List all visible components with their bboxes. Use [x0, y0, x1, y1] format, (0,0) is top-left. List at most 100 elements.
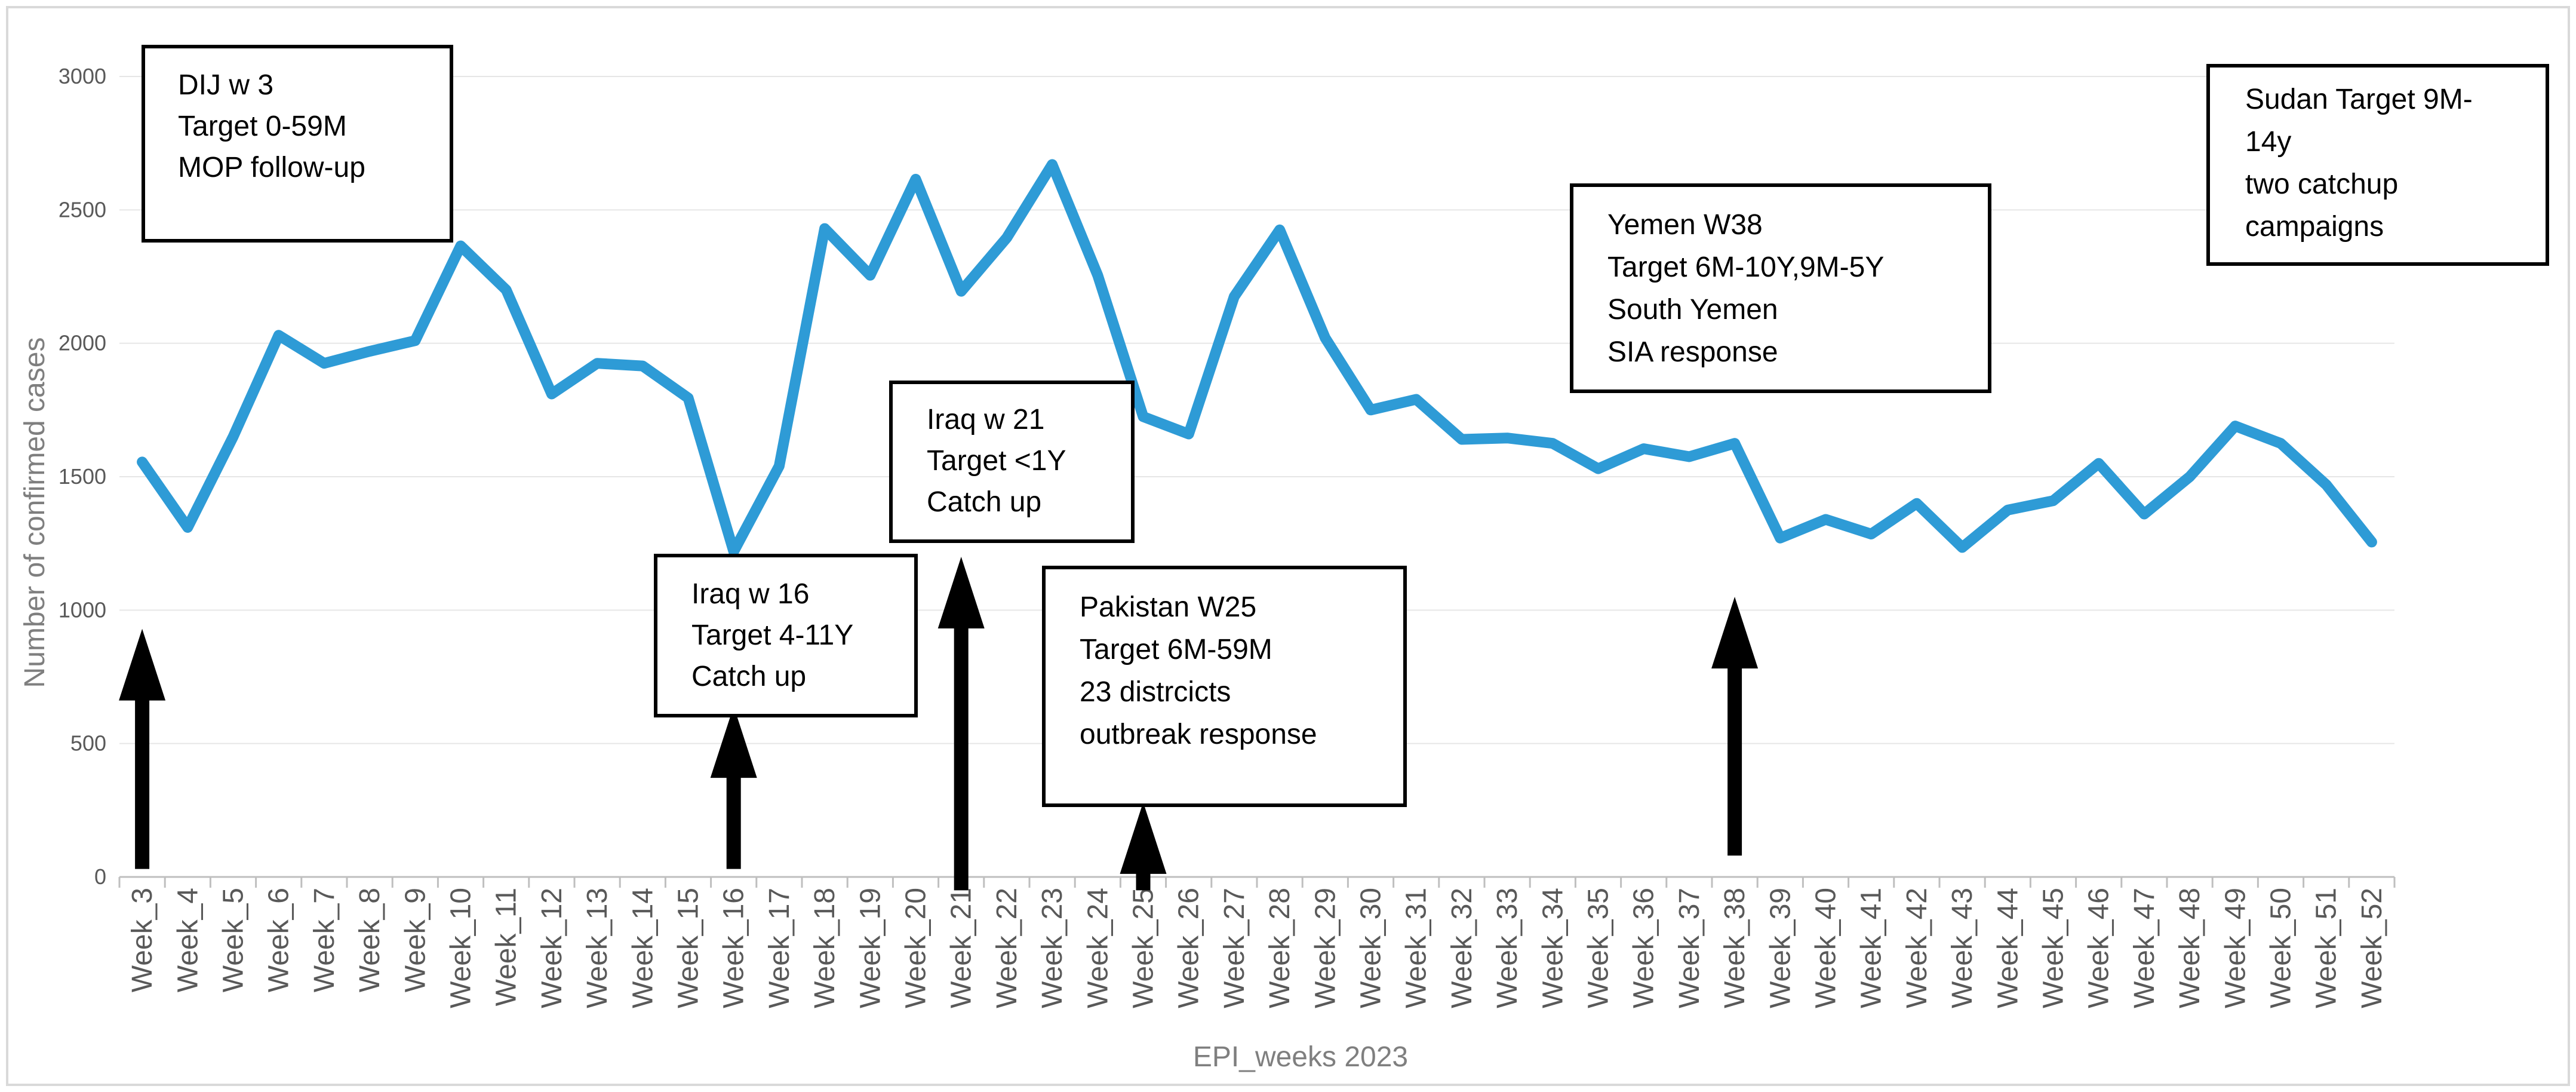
- annotation-text-line: outbreak response: [1080, 719, 1317, 750]
- x-tick-label: Week_22: [991, 888, 1023, 1008]
- annotation-box-frame: [889, 381, 1135, 543]
- annotation-box-frame: [1042, 566, 1407, 807]
- x-tick-label: Week_38: [1719, 888, 1751, 1008]
- x-tick-label: Week_13: [582, 888, 613, 1008]
- x-tick-label: Week_29: [1309, 888, 1341, 1008]
- annotation-text-line: Target 4-11Y: [691, 619, 853, 651]
- arrow-head: [710, 706, 757, 778]
- x-tick-label: Week_35: [1583, 888, 1615, 1008]
- x-tick-label: Week_32: [1446, 888, 1478, 1008]
- x-tick-label: Week_15: [673, 888, 705, 1008]
- x-tick-label: Week_24: [1082, 888, 1114, 1008]
- y-axis-title: Number of confirmed cases: [19, 338, 51, 688]
- annotation-text-line: two catchup: [2245, 168, 2398, 200]
- x-tick-label: Week_3: [127, 888, 158, 992]
- chart-frame: [6, 6, 2570, 1086]
- annotation-arrow-4: [1711, 597, 1759, 856]
- annotation-text-line: Yemen W38: [1607, 209, 1763, 241]
- x-tick-label: Week_44: [1992, 888, 2024, 1008]
- x-tick-label: Week_30: [1355, 888, 1387, 1008]
- x-tick-label: Week_51: [2311, 888, 2343, 1008]
- y-tick-label: 1000: [59, 597, 106, 622]
- x-tick-label: Week_21: [946, 888, 977, 1008]
- x-tick-label: Week_49: [2220, 888, 2251, 1008]
- y-tick-label: 0: [94, 864, 106, 889]
- annotation-text-line: Target 0-59M: [178, 111, 347, 142]
- x-tick-label: Week_25: [1128, 888, 1160, 1008]
- annotation-text-line: MOP follow-up: [178, 152, 365, 183]
- axes: 0 500 1000 1500 2000 2500 3000 Week_3 Week_4 Week…: [59, 64, 2396, 1008]
- x-tick-label: Week_17: [764, 888, 795, 1008]
- annotation-text-line: 23 distrcicts: [1080, 676, 1231, 708]
- series: [137, 159, 2377, 557]
- x-tick-label: Week_18: [809, 888, 841, 1008]
- x-tick-label: Week_4: [172, 888, 204, 992]
- x-tick-label: Week_47: [2129, 888, 2160, 1008]
- annotation-text-line: Pakistan W25: [1080, 591, 1256, 623]
- y-tick-label: 500: [70, 731, 106, 756]
- x-tick-label: Week_9: [399, 888, 431, 992]
- annotation-box-3: Pakistan W25 Target 6M-59M 23 distrcicts ou…: [1042, 566, 1407, 807]
- annotation-text-line: Sudan Target 9M-: [2245, 84, 2473, 115]
- x-tick-label: Week_28: [1264, 888, 1296, 1008]
- annotation-text-line: campaigns: [2245, 211, 2384, 243]
- annotation-text-line: 14y: [2245, 126, 2291, 158]
- annotation-text-line: Target <1Y: [927, 445, 1066, 477]
- x-tick-label: Week_16: [718, 888, 750, 1008]
- x-tick-label: Week_11: [491, 888, 522, 1006]
- x-tick-label: Week_31: [1401, 888, 1433, 1008]
- annotation-arrow-0: [119, 628, 166, 869]
- x-tick-label: Week_34: [1537, 888, 1569, 1008]
- x-tick-label: Week_6: [263, 888, 295, 992]
- x-tick-label: Week_41: [1856, 888, 1888, 1008]
- x-tick-label: Week_10: [445, 888, 477, 1008]
- annotation-box-frame: [1570, 183, 1991, 393]
- x-tick-label: Week_12: [536, 888, 568, 1008]
- annotation-box-2: Iraq w 21 Target <1Y Catch up: [889, 381, 1135, 543]
- x-tick-label: Week_39: [1765, 888, 1796, 1008]
- annotation-arrows: [119, 557, 1759, 891]
- annotation-text-line: Target 6M-10Y,9M-5Y: [1607, 251, 1884, 283]
- annotation-text-line: Iraq w 21: [927, 404, 1044, 435]
- annotation-arrow-3: [1120, 802, 1167, 891]
- x-tick-label: Week_19: [854, 888, 886, 1008]
- x-axis-title: EPI_weeks 2023: [1193, 1041, 1408, 1073]
- annotation-box-frame: [654, 554, 918, 717]
- annotation-text-line: Target 6M-59M: [1080, 634, 1272, 665]
- annotation-box-frame: [142, 45, 453, 243]
- gridlines: [119, 76, 2394, 744]
- y-tick-label: 2500: [59, 197, 106, 222]
- x-tick-label: Week_42: [1901, 888, 1933, 1008]
- y-tick-label: 1500: [59, 464, 106, 489]
- annotation-arrow-2: [937, 557, 985, 891]
- annotation-text-line: SIA response: [1607, 336, 1778, 368]
- annotation-box-5: Sudan Target 9M- 14y two catchup campaigns: [2206, 64, 2549, 266]
- x-tick-label: Week_48: [2174, 888, 2206, 1008]
- annotation-text-line: DIJ w 3: [178, 69, 273, 101]
- annotation-box-frame: [2206, 64, 2549, 266]
- y-tick-label: 3000: [59, 64, 106, 88]
- x-tick-label: Week_37: [1674, 888, 1705, 1008]
- arrow-head: [1711, 597, 1759, 668]
- x-tick-label: Week_14: [627, 888, 659, 1008]
- annotation-box-4: Yemen W38 Target 6M-10Y,9M-5Y South Yemen S…: [1570, 183, 1991, 393]
- x-tick-label: Week_45: [2038, 888, 2070, 1008]
- annotation-text-line: Catch up: [691, 661, 806, 692]
- x-tick-label: Week_7: [309, 888, 340, 992]
- arrow-head: [937, 557, 985, 628]
- x-tick-label: Week_23: [1037, 888, 1068, 1008]
- x-tick-label: Week_5: [218, 888, 250, 992]
- x-tick-label: Week_40: [1810, 888, 1842, 1008]
- arrow-head: [1120, 802, 1167, 874]
- annotation-text-line: Catch up: [927, 486, 1041, 518]
- x-tick-label: Week_27: [1219, 888, 1250, 1008]
- x-tick-label: Week_43: [1947, 888, 1978, 1008]
- x-tick-label: Week_26: [1173, 888, 1205, 1008]
- x-tick-label: Week_50: [2265, 888, 2297, 1008]
- x-tick-label: Week_33: [1492, 888, 1523, 1008]
- annotation-boxes: DIJ w 3 Target 0-59M MOP follow-up Iraq w 1…: [142, 45, 2549, 807]
- annotation-box-0: DIJ w 3 Target 0-59M MOP follow-up: [142, 45, 453, 243]
- x-tick-label: Week_8: [354, 888, 386, 992]
